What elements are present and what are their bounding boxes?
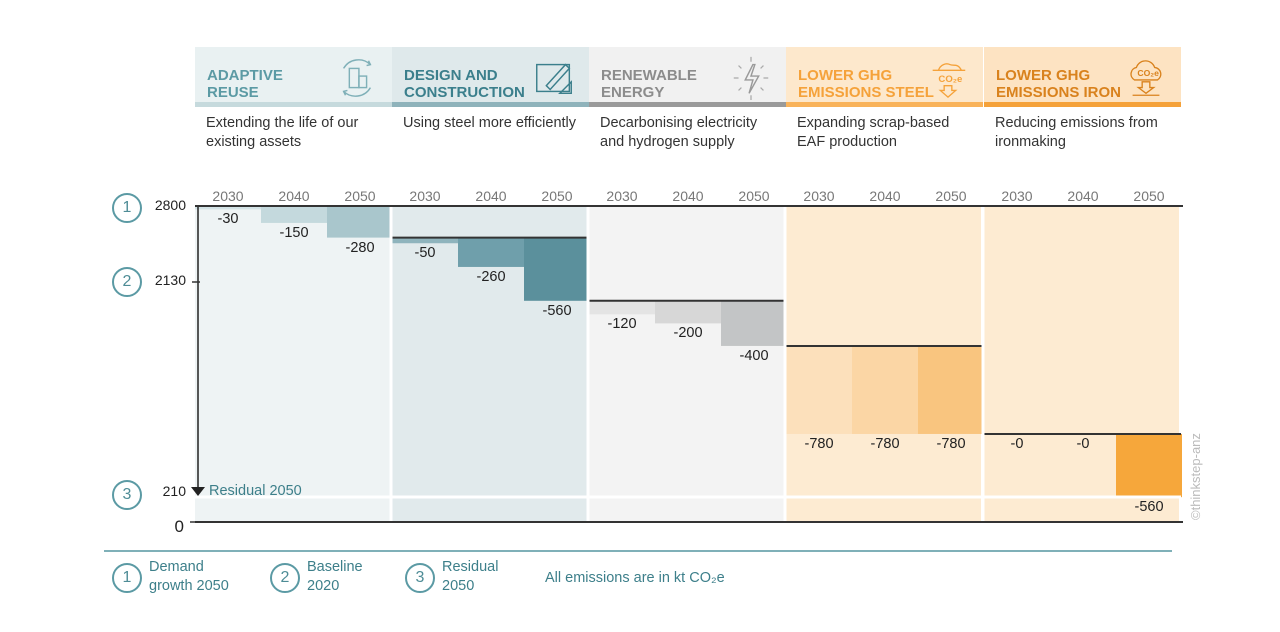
- bar-value-label: -120: [607, 316, 637, 333]
- legend-text: 2050: [442, 578, 475, 594]
- legend-divider: [104, 550, 1172, 552]
- legend-circle-1: 1: [112, 563, 142, 593]
- year-label: 2040: [278, 188, 310, 204]
- category-title-line1: LOWER GHG: [996, 67, 1091, 84]
- category-title-line2: ENERGY: [601, 84, 665, 101]
- bar-value-label: -780: [804, 435, 834, 452]
- marker-circle-3: 3: [112, 480, 142, 510]
- bar-2-2030: [392, 237, 458, 244]
- category-description: Extending the life of our existing asset…: [206, 115, 359, 150]
- watermark: ©thinkstep-anz: [1188, 433, 1203, 520]
- year-label: 2030: [606, 188, 638, 204]
- year-label: 2030: [803, 188, 835, 204]
- year-label: 2040: [1067, 188, 1099, 204]
- y-tick-label: 0: [174, 517, 184, 536]
- bar-3-2030: [589, 300, 655, 315]
- year-label: 2050: [935, 188, 967, 204]
- category-header-3: RENEWABLE ENERGY: [589, 47, 786, 107]
- year-label: 2040: [869, 188, 901, 204]
- group-background-3: [589, 206, 784, 522]
- co2-scrap-icon: CO₂e: [925, 55, 971, 101]
- units-note: All emissions are in kt CO₂e: [545, 570, 725, 586]
- bar-value-label: -200: [673, 325, 703, 342]
- legend-text: 2020: [307, 578, 340, 594]
- year-label: 2040: [672, 188, 704, 204]
- group-background-1: [195, 206, 390, 522]
- category-title-line1: DESIGN AND: [404, 67, 498, 84]
- category-description: Using steel more efficiently: [403, 115, 577, 131]
- legend-circle-3: 3: [405, 563, 435, 593]
- bar-4-2050: [918, 345, 984, 434]
- y-tick-label: 2800: [154, 197, 186, 213]
- legend-text: Demand: [149, 559, 204, 575]
- arrow-down-icon: [191, 487, 205, 496]
- y-tick-label: 210: [162, 483, 186, 499]
- bar-value-label: -30: [217, 211, 239, 228]
- bar-value-label: -560: [1134, 499, 1164, 516]
- category-header-1: ADAPTIVE REUSE: [195, 47, 392, 107]
- category-title-line1: ADAPTIVE: [207, 67, 283, 84]
- bar-value-label: -0: [1076, 435, 1090, 452]
- bar-value-label: -280: [345, 239, 375, 256]
- bar-value-label: -780: [870, 435, 900, 452]
- category-description: Decarbonising electricity and hydrogen s…: [600, 115, 758, 150]
- category-title-line2: REUSE: [207, 84, 259, 101]
- bar-3-2040: [655, 300, 721, 324]
- legend-item-3: Residual 2050: [442, 558, 498, 596]
- bar-value-label: -260: [476, 268, 506, 285]
- legend-item-2: Baseline 2020: [307, 558, 363, 596]
- year-label: 2050: [344, 188, 376, 204]
- bar-value-label: -400: [739, 347, 769, 364]
- bar-value-label: -50: [414, 245, 436, 262]
- bar-value-label: -150: [279, 224, 309, 241]
- year-label: 2040: [475, 188, 507, 204]
- legend-text: growth 2050: [149, 578, 229, 594]
- residual-label: Residual 2050: [209, 483, 302, 499]
- year-label: 2050: [738, 188, 770, 204]
- year-label: 2030: [212, 188, 244, 204]
- year-label: 2050: [1133, 188, 1165, 204]
- year-label: 2030: [409, 188, 441, 204]
- legend-item-1: Demand growth 2050: [149, 558, 229, 596]
- bar-4-2040: [852, 345, 918, 434]
- category-title-line2: EMISSIONS STEEL: [798, 84, 934, 101]
- bar-5-2050: [1116, 433, 1182, 498]
- category-title-line2: CONSTRUCTION: [404, 84, 525, 101]
- recycle-building-icon: [334, 55, 380, 101]
- category-description: Expanding scrap-based EAF production: [797, 115, 950, 150]
- y-tick-label: 2130: [154, 272, 186, 288]
- bar-2-2050: [524, 237, 590, 301]
- category-header-4: LOWER GHG EMISSIONS STEEL CO₂e: [786, 47, 983, 107]
- category-title-line1: LOWER GHG: [798, 67, 893, 84]
- year-label: 2030: [1001, 188, 1033, 204]
- category-header-5: LOWER GHG EMISSIONS IRON CO₂e: [984, 47, 1181, 107]
- bar-2-2040: [458, 237, 524, 267]
- bar-3-2050: [721, 300, 787, 346]
- marker-circle-1: 1: [112, 193, 142, 223]
- category-description: Reducing emissions from ironmaking: [995, 115, 1158, 150]
- marker-circle-2: 2: [112, 267, 142, 297]
- legend-text: Residual: [442, 559, 499, 575]
- bar-value-label: -780: [936, 435, 966, 452]
- bar-value-label: -0: [1010, 435, 1024, 452]
- year-label: 2050: [541, 188, 573, 204]
- category-title-line1: RENEWABLE: [601, 67, 697, 84]
- bar-value-label: -560: [542, 302, 572, 319]
- bar-1-2050: [327, 206, 393, 238]
- svg-text:CO₂e: CO₂e: [1137, 68, 1159, 78]
- co2-cloud-icon: CO₂e: [1123, 55, 1169, 101]
- blueprint-pencil-icon: [531, 55, 577, 101]
- bar-1-2040: [261, 206, 327, 223]
- legend-circle-2: 2: [270, 563, 300, 593]
- category-header-2: DESIGN AND CONSTRUCTION: [392, 47, 589, 107]
- lightning-icon: [728, 55, 774, 101]
- svg-text:CO₂e: CO₂e: [938, 74, 962, 85]
- bar-1-2030: [195, 206, 261, 210]
- legend-text: Baseline: [307, 559, 363, 575]
- bar-4-2030: [786, 345, 852, 434]
- category-title-line2: EMISSIONS IRON: [996, 84, 1122, 101]
